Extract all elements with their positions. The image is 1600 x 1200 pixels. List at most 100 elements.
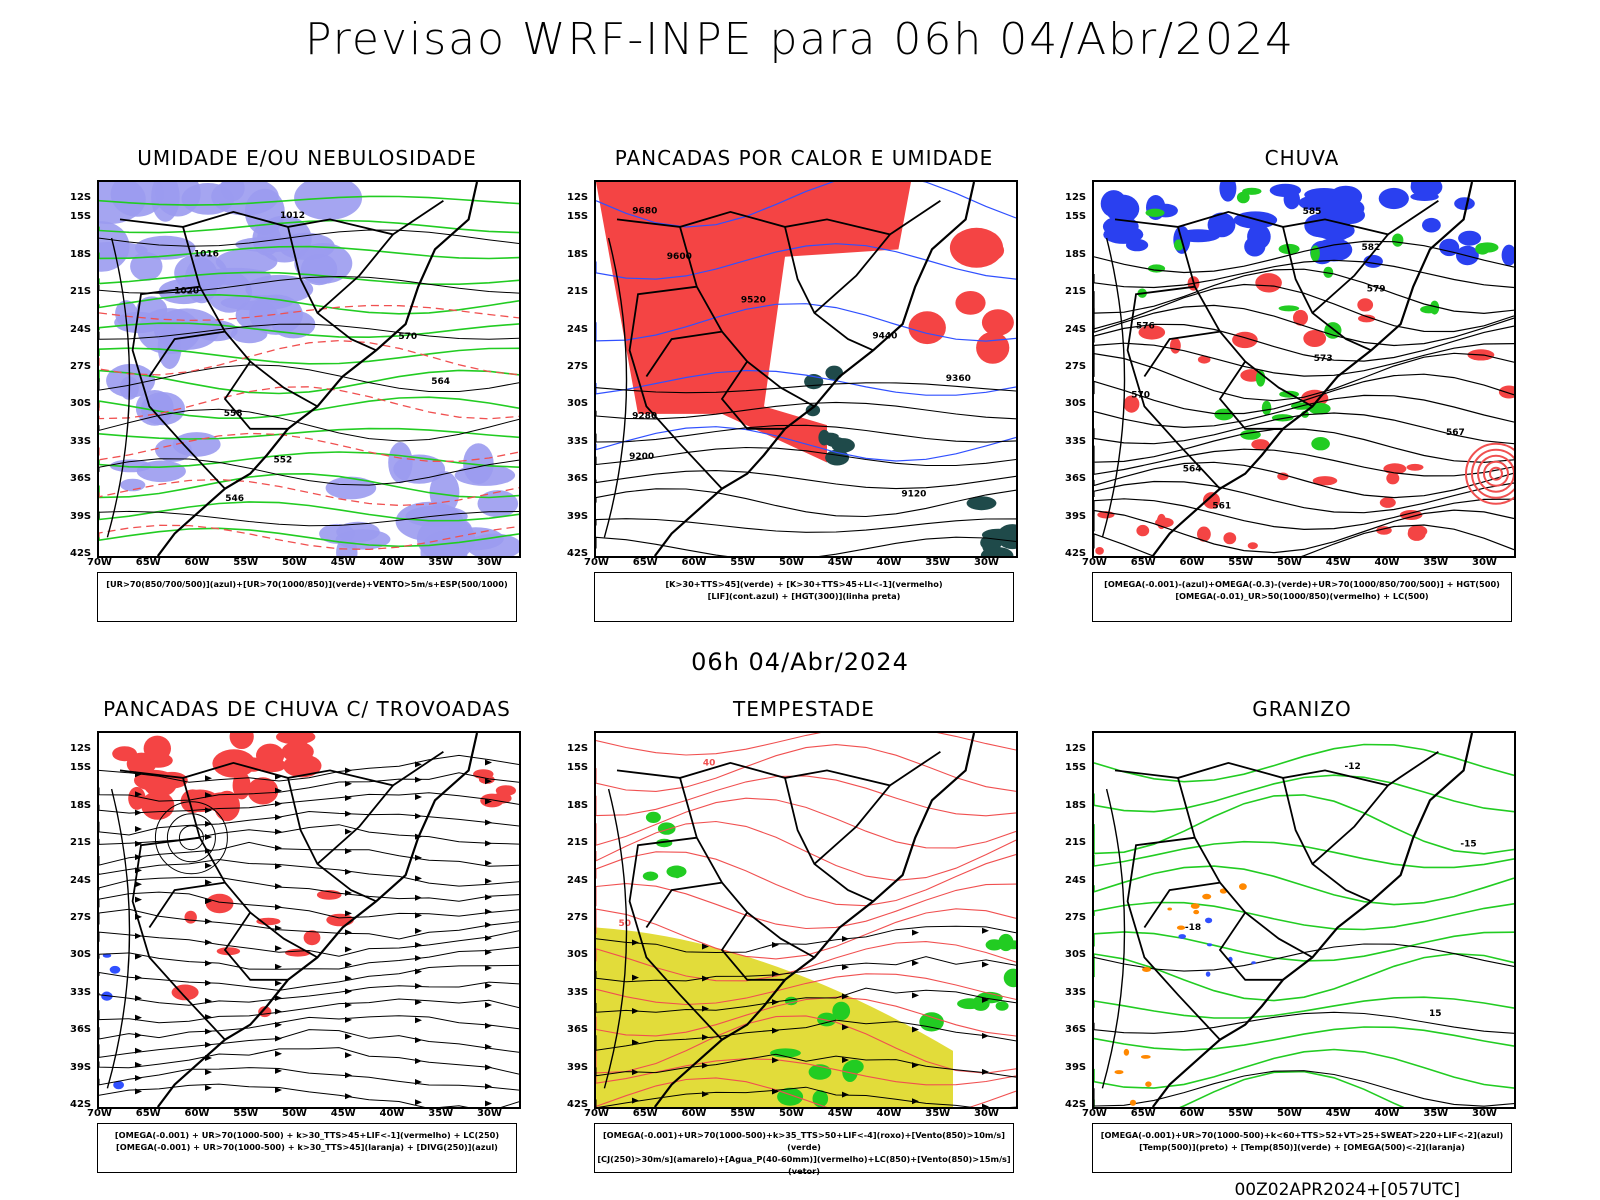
longitude-tick-label: 40W (876, 1108, 902, 1119)
latitude-tick-label: 33S (1065, 986, 1087, 998)
panel-legend: [OMEGA(-0.001)+UR>70(1000-500)+k>35_TTS>… (594, 1123, 1014, 1176)
latitude-tick-label: 30S (1065, 949, 1087, 961)
contour-value-label: 579 (1367, 284, 1386, 294)
latitude-tick-label: 24S (567, 874, 589, 886)
contour-value-label: 50 (619, 919, 632, 929)
longitude-tick-label: 35W (1423, 557, 1449, 568)
longitude-tick-label: 60W (681, 1108, 707, 1119)
latitude-tick-label: 21S (1065, 837, 1087, 849)
longitude-tick-label: 70W (1082, 1108, 1107, 1119)
latitude-tick-label: 39S (70, 510, 92, 522)
latitude-tick-label: 12S (70, 743, 92, 754)
latitude-tick-label: 33S (1065, 435, 1087, 447)
forecast-map: 9680 9600 9520 9440 9360 9280 9200 9120 (594, 180, 1018, 558)
contour-value-label: 552 (274, 455, 293, 465)
latitude-tick-label: 12S (567, 743, 589, 754)
longitude-tick-label: 45W (1325, 1108, 1351, 1119)
longitude-tick-label: 35W (1423, 1108, 1449, 1119)
longitude-tick-label: 35W (428, 1108, 454, 1119)
longitude-tick-label: 65W (135, 1108, 161, 1119)
longitude-tick-label: 45W (827, 1108, 853, 1119)
panel-title: TEMPESTADE (733, 697, 875, 721)
longitude-tick-label: 60W (184, 1108, 210, 1119)
latitude-tick-label: 18S (567, 248, 589, 260)
latitude-tick-label: 15S (567, 762, 589, 774)
latitude-tick-label: 27S (567, 912, 589, 923)
latitude-tick-label: 21S (70, 286, 92, 298)
contour-value-label: 9600 (667, 252, 692, 262)
latitude-tick-label: 39S (1065, 1061, 1087, 1073)
forecast-map: -12 -15 -18 15 (1092, 731, 1516, 1109)
longitude-tick-label: 45W (827, 557, 853, 568)
contour-value-label: 40 (703, 758, 716, 768)
latitude-tick-label: 15S (70, 762, 92, 774)
longitude-tick-label: 35W (428, 557, 454, 568)
longitude-tick-label: 55W (233, 557, 259, 568)
latitude-tick-label: 42S (1065, 1099, 1087, 1110)
panel-legend: [OMEGA(-0.001)-(azul)+OMEGA(-0.3)-(verde… (1092, 572, 1512, 622)
contour-value-label: 1016 (194, 250, 219, 260)
longitude-tick-label: 35W (925, 557, 951, 568)
map-canvas (99, 733, 519, 1107)
contour-value-label: -15 (1460, 839, 1476, 849)
longitude-tick-label: 55W (730, 557, 756, 568)
latitude-tick-label: 36S (1065, 1024, 1087, 1036)
longitude-tick-label: 50W (282, 1108, 307, 1119)
page-title: Previsao WRF-INPE para 06h 04/Abr/2024 (304, 14, 1295, 65)
contour-value-label: -12 (1345, 762, 1361, 772)
longitude-tick-label: 55W (1228, 1108, 1254, 1119)
latitude-tick-label: 39S (567, 510, 589, 522)
contour-value-label: 564 (1183, 465, 1202, 475)
longitude-tick-label: 55W (233, 1108, 259, 1119)
longitude-tick-label: 30W (477, 1108, 502, 1119)
longitude-tick-label: 55W (730, 1108, 756, 1119)
longitude-tick-label: 65W (632, 557, 658, 568)
legend-line: [OMEGA(-0.001)+UR>70(1000-500)+k>35_TTS>… (602, 1130, 1006, 1152)
latitude-tick-label: 39S (70, 1061, 92, 1073)
panel-legend: [OMEGA(-0.001) + UR>70(1000-500) + k>30_… (97, 1123, 517, 1173)
panel-legend: [UR>70(850/700/500)](azul)+[UR>70(1000/8… (97, 572, 517, 622)
longitude-tick-label: 65W (1130, 557, 1156, 568)
latitude-tick-label: 21S (567, 837, 589, 849)
latitude-tick-label: 18S (1065, 248, 1087, 260)
latitude-tick-label: 24S (70, 874, 92, 886)
longitude-tick-label: 40W (876, 557, 902, 568)
latitude-tick-label: 39S (1065, 510, 1087, 522)
longitude-tick-label: 70W (87, 1108, 112, 1119)
latitude-tick-label: 27S (70, 912, 92, 923)
latitude-tick-label: 42S (1065, 548, 1087, 559)
forecast-map: 1012 1016 1020 570 564 558 552 546 (97, 180, 521, 558)
longitude-tick-label: 30W (1472, 1108, 1497, 1119)
latitude-tick-label: 24S (70, 323, 92, 335)
latitude-tick-label: 21S (1065, 286, 1087, 298)
contour-value-label: 573 (1314, 354, 1333, 364)
latitude-tick-label: 24S (1065, 323, 1087, 335)
legend-line: [OMEGA(-0.001)+UR>70(1000-500)+k<60+TTS>… (1100, 1130, 1504, 1140)
latitude-tick-label: 30S (70, 398, 92, 410)
longitude-tick-label: 40W (1374, 557, 1400, 568)
longitude-tick-label: 50W (779, 1108, 804, 1119)
latitude-tick-label: 27S (1065, 912, 1087, 923)
latitude-tick-label: 18S (567, 799, 589, 811)
latitude-tick-label: 18S (70, 799, 92, 811)
legend-line: [OMEGA(-0.001)-(azul)+OMEGA(-0.3)-(verde… (1104, 579, 1500, 589)
longitude-tick-label: 45W (1325, 557, 1351, 568)
contour-value-label: 9280 (632, 411, 657, 421)
longitude-tick-label: 65W (632, 1108, 658, 1119)
latitude-tick-label: 15S (1065, 211, 1087, 223)
longitude-tick-label: 30W (477, 557, 502, 568)
longitude-tick-label: 35W (925, 1108, 951, 1119)
latitude-tick-label: 33S (567, 435, 589, 447)
latitude-tick-label: 12S (1065, 192, 1087, 203)
latitude-tick-label: 12S (567, 192, 589, 203)
latitude-tick-label: 15S (70, 211, 92, 223)
latitude-tick-label: 36S (70, 473, 92, 485)
longitude-tick-label: 50W (282, 557, 307, 568)
legend-line: [UR>70(850/700/500)](azul)+[UR>70(1000/8… (106, 579, 508, 589)
latitude-tick-label: 21S (70, 837, 92, 849)
longitude-tick-label: 65W (135, 557, 161, 568)
longitude-tick-label: 70W (584, 1108, 609, 1119)
legend-line: [OMEGA(-0.001) + UR>70(1000-500) + k>30_… (114, 1130, 500, 1140)
longitude-tick-label: 50W (1277, 1108, 1302, 1119)
contour-value-label: 9200 (629, 452, 654, 462)
